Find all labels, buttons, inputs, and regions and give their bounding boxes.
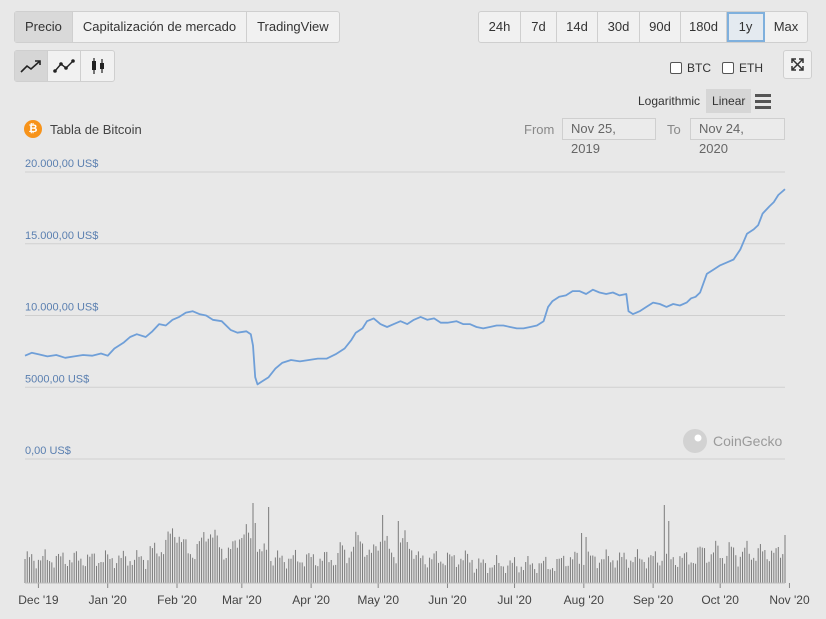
range-14d-button[interactable]: 14d (557, 12, 598, 42)
date-from-input[interactable]: Nov 25, 2019 (562, 118, 656, 156)
compare-btc-checkbox[interactable]: BTC (670, 61, 711, 75)
date-from-label: From (524, 122, 555, 137)
y-tick-label: 15.000,00 US$ (25, 230, 98, 242)
range-30d-button[interactable]: 30d (598, 12, 640, 42)
x-tick-label: Apr '20 (292, 593, 330, 607)
logarithmic-scale-button[interactable]: Logarithmic (638, 94, 701, 108)
x-tick-label: Jan '20 (89, 593, 128, 607)
x-tick-label: Aug '20 (564, 593, 605, 607)
y-tick-label: 0,00 US$ (25, 445, 71, 457)
expand-icon (791, 58, 804, 71)
date-to-label: To (667, 122, 681, 137)
price-line (24, 188, 786, 386)
chart-header: ₿ Tabla de Bitcoin (24, 120, 142, 138)
line-markers-chart-icon[interactable] (48, 51, 81, 81)
view-tabs: Precio Capitalización de mercado Trading… (14, 11, 340, 43)
x-tick-label: Feb '20 (157, 593, 197, 607)
chart-type-selector (14, 50, 115, 82)
x-tick-label: Mar '20 (222, 593, 262, 607)
x-tick-label: Nov '20 (769, 593, 810, 607)
x-tick-label: Oct '20 (701, 593, 739, 607)
scale-selector: Logarithmic Linear (632, 89, 777, 113)
x-tick-label: Sep '20 (633, 593, 674, 607)
tab-tradingview[interactable]: TradingView (257, 19, 329, 34)
time-range-selector: 24h 7d 14d 30d 90d 180d 1y Max (478, 11, 808, 43)
candlestick-chart-icon[interactable] (81, 51, 114, 81)
date-to-input[interactable]: Nov 24, 2020 (690, 118, 785, 156)
range-1y-button[interactable]: 1y (727, 12, 765, 42)
tab-price[interactable]: Precio (15, 12, 73, 42)
coingecko-logo-icon (683, 429, 707, 453)
eth-checkbox-label: ETH (739, 61, 763, 75)
y-tick-label: 20.000,00 US$ (25, 158, 98, 170)
x-tick-label: May '20 (357, 593, 399, 607)
range-24h-button[interactable]: 24h (479, 12, 521, 42)
range-max-button[interactable]: Max (773, 19, 799, 34)
fullscreen-button[interactable] (783, 50, 812, 79)
x-tick-label: Jun '20 (428, 593, 467, 607)
compare-eth-checkbox[interactable]: ETH (722, 61, 763, 75)
btc-checkbox-box[interactable] (670, 62, 682, 74)
coingecko-watermark: CoinGecko (683, 429, 782, 453)
x-tick-label: Jul '20 (497, 593, 532, 607)
watermark-text: CoinGecko (713, 433, 782, 449)
linear-scale-button[interactable]: Linear (706, 89, 752, 113)
eth-checkbox-box[interactable] (722, 62, 734, 74)
y-tick-label: 10.000,00 US$ (25, 302, 98, 314)
range-90d-button[interactable]: 90d (640, 12, 681, 42)
range-7d-button[interactable]: 7d (521, 12, 557, 42)
range-180d-button[interactable]: 180d (681, 12, 727, 42)
btc-checkbox-label: BTC (687, 61, 711, 75)
tab-market-cap[interactable]: Capitalización de mercado (73, 12, 248, 42)
chart-menu-icon[interactable] (755, 89, 777, 113)
bitcoin-logo-icon: ₿ (24, 120, 42, 138)
x-tick-label: Dec '19 (18, 593, 59, 607)
line-chart-icon[interactable] (15, 51, 48, 81)
chart-title: Tabla de Bitcoin (50, 121, 142, 137)
y-tick-label: 5000,00 US$ (25, 373, 89, 385)
